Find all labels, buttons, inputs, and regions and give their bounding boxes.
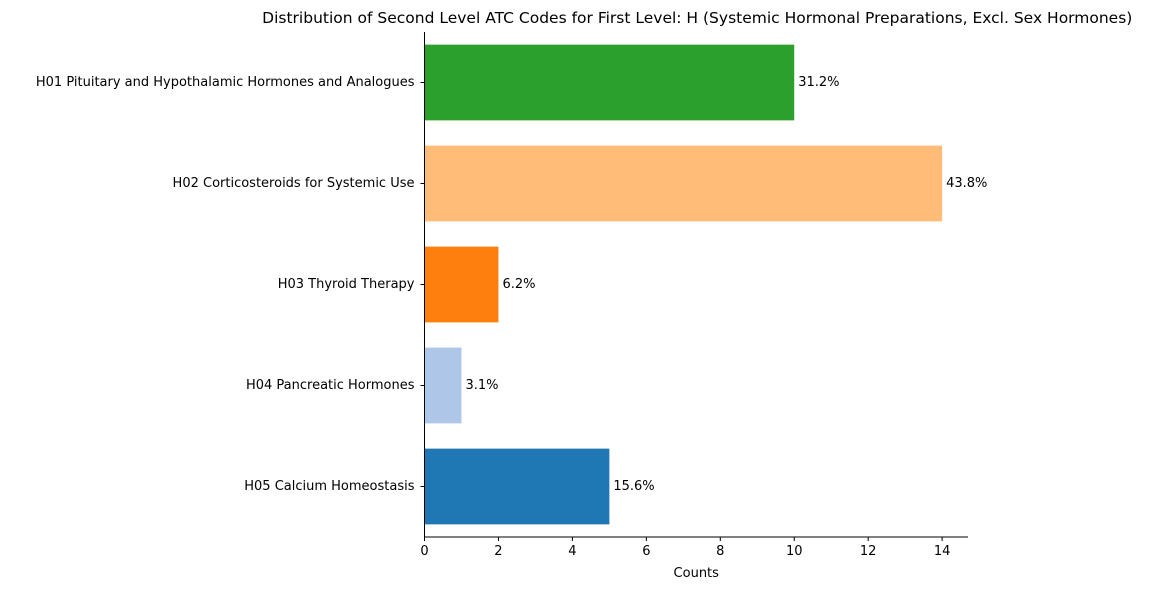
data-label: 15.6% <box>613 479 654 494</box>
data-label: 3.1% <box>465 378 498 393</box>
bar-3 <box>424 246 499 323</box>
plot-area: H01 Pituitary and Hypothalamic Hormones … <box>36 32 987 559</box>
x-tick-label: 2 <box>494 544 502 559</box>
data-label: 43.8% <box>946 176 987 191</box>
x-tick-label: 14 <box>934 544 951 559</box>
chart-title: Distribution of Second Level ATC Codes f… <box>262 9 1132 27</box>
data-label: 6.2% <box>502 277 535 292</box>
x-axis-label: Counts <box>674 566 720 581</box>
data-label: 31.2% <box>798 75 839 90</box>
bar-5 <box>424 448 610 525</box>
y-tick-label: H05 Calcium Homeostasis <box>244 479 414 494</box>
x-tick-label: 6 <box>642 544 650 559</box>
x-tick-label: 0 <box>420 544 428 559</box>
x-tick-label: 4 <box>568 544 576 559</box>
y-tick-label: H01 Pituitary and Hypothalamic Hormones … <box>36 75 415 90</box>
x-tick-label: 8 <box>716 544 724 559</box>
y-tick-label: H02 Corticosteroids for Systemic Use <box>173 176 415 191</box>
x-tick-label: 12 <box>860 544 877 559</box>
y-tick-label: H03 Thyroid Therapy <box>278 277 415 292</box>
bar-2 <box>424 145 943 222</box>
x-tick-label: 10 <box>786 544 803 559</box>
bar-1 <box>424 44 795 121</box>
bar-4 <box>424 347 462 424</box>
y-tick-label: H04 Pancreatic Hormones <box>246 378 415 393</box>
